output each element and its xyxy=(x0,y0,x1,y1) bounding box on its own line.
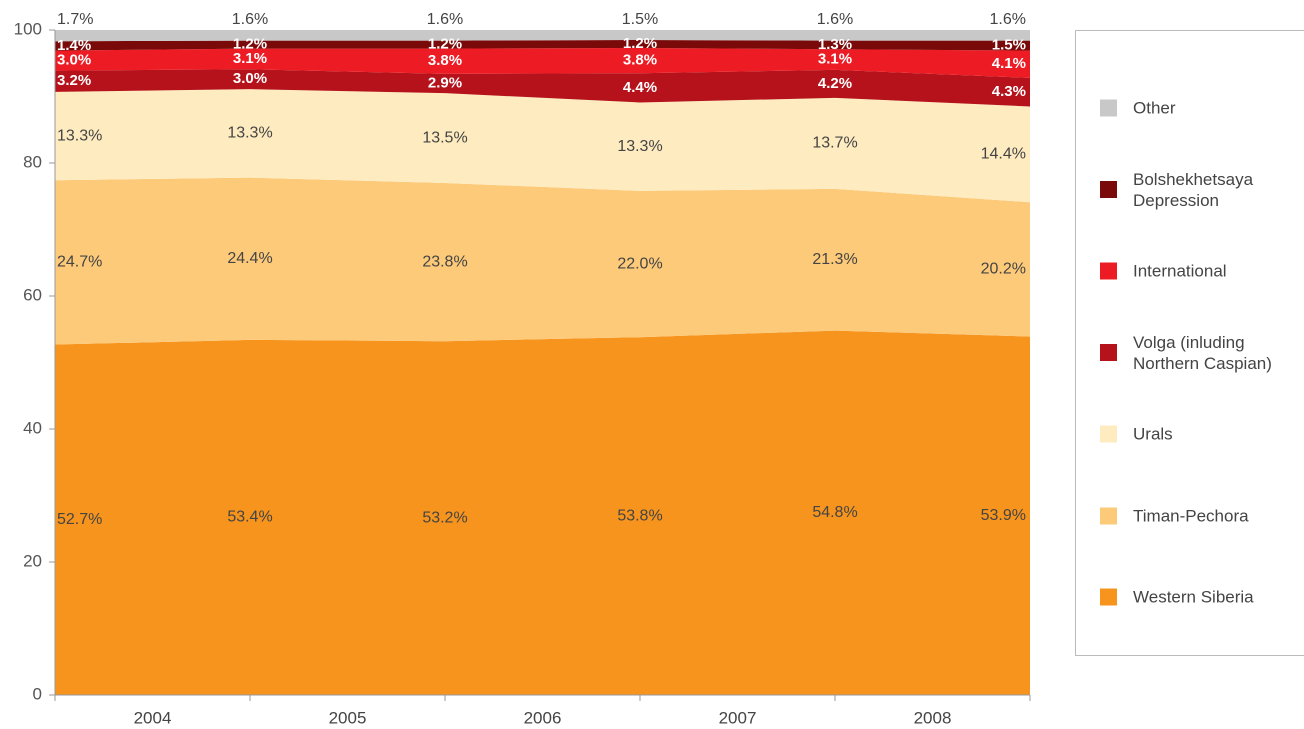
data-label: 3.1% xyxy=(233,50,267,67)
data-label: 1.4% xyxy=(57,37,91,54)
y-tick-label: 0 xyxy=(33,684,42,703)
data-label: 22.0% xyxy=(617,255,662,272)
legend-label: Other xyxy=(1133,98,1176,118)
data-label: 2.9% xyxy=(428,75,462,92)
data-label: 3.1% xyxy=(818,51,852,68)
data-label: 53.8% xyxy=(617,507,662,524)
data-label: 3.8% xyxy=(623,52,657,69)
legend-item: Volga (inluding Northern Caspian) xyxy=(1100,332,1301,374)
data-label: 1.5% xyxy=(992,37,1026,54)
data-label: 1.6% xyxy=(427,11,463,28)
legend-label: Timan-Pechora xyxy=(1133,506,1249,525)
y-tick-label: 60 xyxy=(23,285,42,304)
legend-label: Western Siberia xyxy=(1133,587,1254,607)
area xyxy=(55,89,1030,203)
legend-label: International xyxy=(1133,261,1227,281)
data-label: 1.2% xyxy=(623,35,657,52)
legend-item: Western Siberia xyxy=(1100,587,1254,608)
legend-label: Bolshekhetsaya Depression xyxy=(1133,169,1254,210)
area xyxy=(55,69,1030,107)
legend-swatch xyxy=(1100,181,1117,198)
y-tick-label: 80 xyxy=(23,152,42,171)
y-tick-label: 100 xyxy=(14,19,42,38)
x-tick-label: 2008 xyxy=(914,708,952,727)
area xyxy=(55,330,1030,695)
legend-swatch xyxy=(1100,99,1117,117)
data-label: 23.8% xyxy=(422,253,467,270)
x-tick-label: 2006 xyxy=(524,708,562,727)
data-label: 1.3% xyxy=(818,36,852,53)
data-label: 13.3% xyxy=(57,127,102,144)
data-label: 1.5% xyxy=(622,11,658,28)
data-label: 21.3% xyxy=(812,251,857,268)
data-label: 1.6% xyxy=(990,11,1026,28)
data-label: 53.4% xyxy=(227,509,272,526)
data-label: 3.0% xyxy=(57,52,91,69)
data-label: 52.7% xyxy=(57,511,102,528)
legend-item: Timan-Pechora xyxy=(1100,505,1249,526)
area xyxy=(55,47,1030,78)
legend-item: Bolshekhetsaya Depression xyxy=(1100,169,1301,211)
data-label: 4.3% xyxy=(992,83,1026,100)
data-label: 3.2% xyxy=(57,72,91,89)
data-label: 53.9% xyxy=(981,507,1026,524)
y-tick-label: 20 xyxy=(23,551,42,570)
data-label: 1.6% xyxy=(232,11,268,28)
data-label: 14.4% xyxy=(981,146,1026,163)
data-label: 1.7% xyxy=(57,11,93,28)
legend-swatch xyxy=(1100,344,1117,361)
data-label: 13.3% xyxy=(617,138,662,155)
data-label: 1.2% xyxy=(428,36,462,53)
data-label: 3.0% xyxy=(233,70,267,87)
data-label: 1.6% xyxy=(817,11,853,28)
data-label: 24.4% xyxy=(227,250,272,267)
data-label: 4.1% xyxy=(992,55,1026,72)
data-label: 1.2% xyxy=(233,36,267,53)
data-label: 4.4% xyxy=(623,79,657,96)
data-label: 13.3% xyxy=(227,125,272,142)
legend-item: Urals xyxy=(1100,424,1173,445)
area xyxy=(55,177,1030,345)
data-label: 54.8% xyxy=(812,504,857,521)
x-tick-label: 2007 xyxy=(719,708,757,727)
legend-label: Urals xyxy=(1133,424,1173,444)
legend-item: International xyxy=(1100,261,1227,282)
data-label: 13.5% xyxy=(422,129,467,146)
data-label: 20.2% xyxy=(981,261,1026,278)
data-label: 13.7% xyxy=(812,135,857,152)
data-label: 53.2% xyxy=(422,509,467,526)
y-tick-label: 40 xyxy=(23,418,42,437)
legend-swatch xyxy=(1100,507,1117,524)
data-label: 4.2% xyxy=(818,75,852,92)
legend-label: Volga (inluding Northern Caspian) xyxy=(1133,332,1272,373)
legend-swatch xyxy=(1100,425,1117,443)
x-tick-label: 2005 xyxy=(329,708,367,727)
data-label: 3.8% xyxy=(428,52,462,69)
legend-swatch xyxy=(1100,262,1117,280)
legend-swatch xyxy=(1100,588,1117,606)
data-label: 24.7% xyxy=(57,254,102,271)
legend-item: Other xyxy=(1100,98,1176,119)
legend: Other Bolshekhetsaya Depression Internatio… xyxy=(1075,30,1304,656)
area xyxy=(55,39,1030,51)
area xyxy=(55,30,1030,42)
x-tick-label: 2004 xyxy=(134,708,172,727)
